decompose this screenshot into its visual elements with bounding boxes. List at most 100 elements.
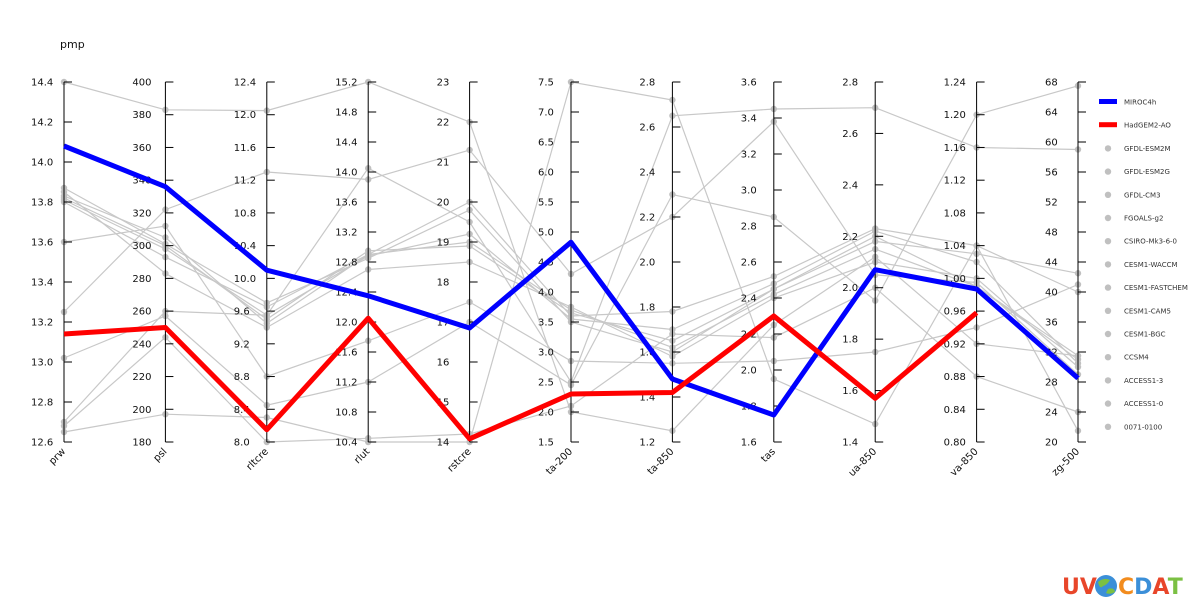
tick-label: 11.2 <box>234 176 256 187</box>
tick-label: 15.2 <box>335 78 357 89</box>
tick-label: 10.0 <box>234 274 256 285</box>
tick-label: 9.2 <box>234 339 250 350</box>
tick-label: 1.24 <box>944 78 966 89</box>
tick-label: 10.4 <box>234 241 256 252</box>
tick-label: 22 <box>437 118 450 129</box>
axis-label-ta-200: ta-200 <box>544 446 575 477</box>
tick-label: 5.0 <box>538 228 554 239</box>
tick-label: 60 <box>1045 138 1058 149</box>
legend-swatch-cesm1-cam5 <box>1104 307 1112 314</box>
tick-label: 10.8 <box>335 408 357 419</box>
tick-label: 2.4 <box>639 168 655 179</box>
tick-label: 1.5 <box>538 438 554 449</box>
tick-label: 2.6 <box>741 258 757 269</box>
tick-label: 1.8 <box>639 303 655 314</box>
tick-label: 3.2 <box>741 150 757 161</box>
tick-label: 12.0 <box>234 110 256 121</box>
legend-label-cesm1-waccm: CESM1-WACCM <box>1124 261 1178 269</box>
tick-label: 13.6 <box>31 238 53 249</box>
tick-label: 16 <box>437 358 450 369</box>
tick-label: 6.5 <box>538 138 554 149</box>
tick-label: 2.8 <box>639 78 655 89</box>
tick-label: 14.2 <box>31 118 53 129</box>
tick-label: 14.0 <box>335 168 357 179</box>
tick-label: 12.6 <box>31 438 53 449</box>
tick-label: 56 <box>1045 168 1058 179</box>
axis-label-va-850: va-850 <box>948 446 980 478</box>
tick-label: 6.0 <box>538 168 554 179</box>
tick-label: 1.04 <box>944 241 966 252</box>
tick-label: 11.6 <box>234 143 256 154</box>
tick-label: 2.8 <box>741 222 757 233</box>
tick-label: 280 <box>132 274 151 285</box>
tick-label: 64 <box>1045 108 1058 119</box>
tick-label: 360 <box>132 143 151 154</box>
tick-label: 28 <box>1045 378 1058 389</box>
tick-label: 18 <box>437 278 450 289</box>
axis-label-rlut: rlut <box>352 446 372 466</box>
legend-label-gfdl-esm2m: GFDL-ESM2M <box>1124 145 1171 153</box>
tick-label: 7.0 <box>538 108 554 119</box>
tick-label: 13.4 <box>31 278 53 289</box>
tick-label: 5.5 <box>538 198 554 209</box>
tick-label: 2.8 <box>842 78 858 89</box>
tick-label: 21 <box>437 158 450 169</box>
tick-label: 48 <box>1045 228 1058 239</box>
logo-letter: T <box>1168 575 1183 600</box>
tick-label: 1.12 <box>944 176 966 187</box>
tick-label: 1.8 <box>842 335 858 346</box>
axis-label-zg-500: zg-500 <box>1050 446 1082 478</box>
legend-label-ccsm4: CCSM4 <box>1124 354 1149 362</box>
legend-swatch-cesm1-waccm <box>1104 261 1112 268</box>
tick-label: 9.6 <box>234 307 250 318</box>
tick-label: 1.2 <box>639 438 655 449</box>
tick-label: 1.08 <box>944 208 966 219</box>
chart-title: pmp <box>60 38 85 51</box>
highlight-series-lines <box>63 143 1080 442</box>
tick-label: 13.0 <box>31 358 53 369</box>
tick-label: 12.4 <box>234 78 256 89</box>
axis-label-rstcre: rstcre <box>446 446 474 474</box>
tick-label: 17 <box>437 318 450 329</box>
tick-label: 3.6 <box>741 78 757 89</box>
legend-label-cesm1-fastchem: CESM1-FASTCHEM <box>1124 284 1188 292</box>
tick-label: 260 <box>132 307 151 318</box>
legend-swatch-fgoals-g2 <box>1104 214 1112 222</box>
series-line-miroc4h <box>63 143 1080 418</box>
tick-label: 68 <box>1045 78 1058 89</box>
logo-letter: D <box>1134 575 1152 600</box>
tick-label: 12.8 <box>31 398 53 409</box>
tick-label: 10.4 <box>335 438 357 449</box>
tick-label: 2.2 <box>842 232 858 243</box>
tick-label: 2.0 <box>842 283 858 294</box>
tick-label: 1.6 <box>741 438 757 449</box>
tick-label: 0.84 <box>944 405 966 416</box>
tick-label: 14.8 <box>335 108 357 119</box>
tick-label: 380 <box>132 110 151 121</box>
tick-label: 2.6 <box>842 129 858 140</box>
tick-label: 2.2 <box>639 213 655 224</box>
tick-label: 13.6 <box>335 198 357 209</box>
tick-label: 0.96 <box>944 307 966 318</box>
tick-label: 3.0 <box>538 348 554 359</box>
legend-label-access1-3: ACCESS1-3 <box>1124 377 1163 385</box>
tick-label: 15 <box>437 398 450 409</box>
tick-label: 8.0 <box>234 438 250 449</box>
tick-label: 3.5 <box>538 318 554 329</box>
tick-label: 12.8 <box>335 258 357 269</box>
tick-label: 13.2 <box>335 228 357 239</box>
legend-swatch-csiro-mk3-6-0 <box>1104 238 1112 245</box>
legend-swatch-access1-0 <box>1104 400 1112 407</box>
legend-swatch-ccsm4 <box>1104 354 1112 361</box>
axis-label-prw: prw <box>47 446 68 467</box>
tick-label: 20 <box>1045 438 1058 449</box>
legend-swatch-gfdl-cm3 <box>1104 191 1112 198</box>
tick-label: 3.0 <box>741 186 757 197</box>
tick-label: 14.4 <box>31 78 53 89</box>
legend-label-miroc4h: MIROC4h <box>1124 99 1156 107</box>
tick-label: 340 <box>132 176 151 187</box>
axis-label-ua-850: ua-850 <box>847 446 880 479</box>
tick-label: 7.5 <box>538 78 554 89</box>
tick-label: 14.0 <box>31 158 53 169</box>
